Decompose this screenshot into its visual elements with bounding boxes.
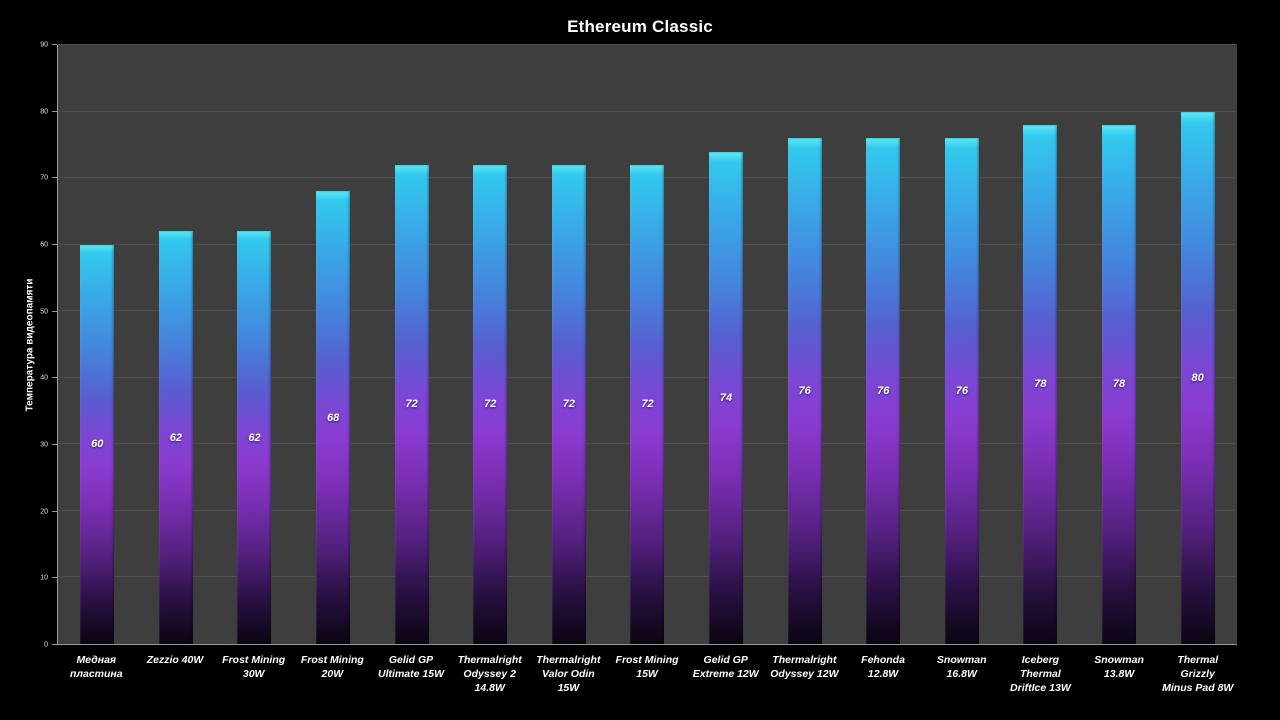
bar-slot: 76	[923, 45, 1002, 644]
x-axis-label: Fehonda 12.8W	[861, 654, 905, 680]
y-axis-tick-mark	[52, 644, 57, 645]
y-axis-tick-mark	[52, 110, 57, 112]
bar-value-label: 78	[1112, 378, 1126, 391]
y-axis-tick-label: 10	[40, 574, 48, 582]
y-axis-tick-label: 40	[40, 374, 48, 382]
chart-title: Ethereum Classic	[567, 17, 713, 36]
y-axis-tick-label: 0	[44, 641, 48, 649]
bar-value-label: 60	[91, 438, 104, 451]
y-axis-tick-mark	[52, 310, 57, 312]
bar: 78	[1023, 124, 1058, 644]
bar: 80	[1180, 111, 1215, 644]
x-axis-label: Frost Mining 15W	[615, 654, 679, 680]
bar: 72	[394, 164, 429, 644]
bar-slot: 76	[765, 45, 844, 644]
bar: 60	[80, 244, 115, 644]
bar-value-label: 76	[798, 385, 811, 398]
bar-slot: 72	[451, 45, 530, 644]
bar: 68	[316, 191, 351, 644]
y-axis-tick-mark	[52, 444, 57, 445]
y-axis-tick-label: 80	[40, 108, 48, 116]
x-axis-label: Thermal Grizzly Minus Pad 8W	[1162, 654, 1234, 694]
bar-slot: 62	[215, 45, 294, 644]
bar-slot: 78	[1080, 45, 1159, 644]
y-axis-tick-mark	[52, 510, 57, 512]
bar-slot: 72	[372, 45, 451, 644]
x-axis-label: Thermalright Valor Odin 15W	[536, 654, 601, 694]
y-axis-tick-mark	[52, 244, 57, 245]
bar-slot: 72	[530, 45, 609, 644]
bar-value-label: 72	[641, 398, 654, 411]
bar: 76	[944, 138, 979, 644]
bar: 72	[473, 164, 508, 644]
x-axis-label: Gelid GP Ultimate 15W	[378, 654, 444, 680]
bar: 74	[709, 151, 744, 644]
bar-value-label: 68	[326, 411, 340, 424]
bar-slot: 60	[58, 45, 137, 644]
bar: 72	[630, 164, 665, 644]
y-axis-tick-mark	[52, 177, 57, 179]
bar: 76	[787, 138, 822, 644]
bar-value-label: 62	[169, 431, 183, 444]
y-axis-tick-label: 60	[40, 241, 48, 249]
x-axis-label: Thermalright Odyssey 12W	[770, 654, 839, 680]
y-axis-tick-mark	[52, 44, 57, 45]
y-axis-tick-label: 70	[40, 174, 48, 182]
bar-slot: 68	[294, 45, 373, 644]
y-axis: 0 10 20 30 40 50 60 70 80 90	[0, 41, 57, 649]
x-axis-label: Gelid GP Extreme 12W	[692, 654, 759, 680]
bar-value-label: 62	[248, 431, 261, 444]
y-axis-tick-label: 90	[40, 41, 48, 49]
bar-value-label: 72	[562, 398, 575, 411]
bar: 62	[237, 231, 272, 644]
bar: 62	[158, 231, 193, 644]
x-axis-label: Frost Mining 30W	[222, 654, 286, 680]
x-axis-label: Snowman 16.8W	[936, 654, 987, 680]
bar-value-label: 72	[405, 398, 418, 411]
y-axis-tick-mark	[52, 377, 57, 379]
plot-area: 60 62 62 68 72 72 72 72 74 76 76 76 78 78 80	[57, 44, 1237, 645]
bar-slot: 80	[1158, 45, 1237, 644]
x-axis-label: Iceberg Thermal DriftIce 13W	[1010, 654, 1071, 694]
y-axis-tick-label: 20	[40, 508, 48, 516]
bar-slot: 74	[687, 45, 766, 644]
x-axis-label: Thermalright Odyssey 2 14.8W	[457, 654, 522, 694]
bar-slot: 78	[1001, 45, 1080, 644]
x-axis-label: Медная пластина	[70, 654, 123, 680]
bar-value-label: 74	[719, 391, 733, 404]
bar-slot: 62	[137, 45, 216, 644]
bar: 78	[1102, 124, 1137, 644]
gridline	[58, 44, 1237, 45]
bar-value-label: 72	[484, 398, 497, 411]
y-axis-tick-mark	[52, 577, 57, 579]
x-axis-labels: Медная пластина Zezzio 40W Frost Mining 30…	[57, 653, 1237, 695]
x-axis-label: Frost Mining 20W	[300, 654, 364, 680]
bar-value-label: 76	[877, 385, 890, 398]
bar-value-label: 78	[1034, 378, 1047, 391]
x-axis-label: Zezzio 40W	[146, 654, 204, 666]
x-axis-label: Snowman 13.8W	[1094, 654, 1144, 680]
bar: 72	[551, 164, 586, 644]
bar-slot: 72	[608, 45, 687, 644]
bar-value-label: 80	[1191, 371, 1204, 384]
bar: 76	[866, 138, 901, 644]
bar-slot: 76	[844, 45, 923, 644]
gridline	[58, 110, 1237, 112]
y-axis-tick-label: 30	[40, 441, 48, 449]
bars-layer: 60 62 62 68 72 72 72 72 74 76 76 76 78 78 80	[58, 45, 1237, 644]
y-axis-tick-label: 50	[40, 308, 48, 316]
bar-value-label: 76	[955, 385, 968, 398]
